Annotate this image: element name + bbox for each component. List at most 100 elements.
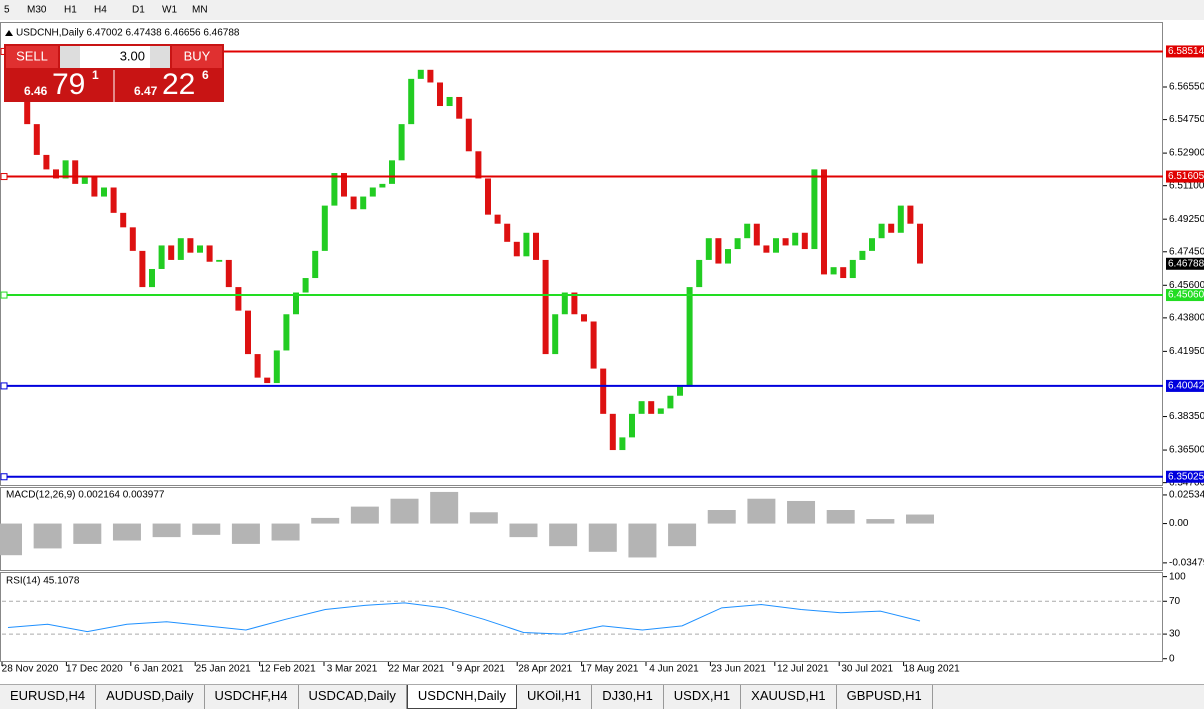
tab[interactable]: GBPUSD,H1 — [837, 685, 933, 709]
candle — [638, 401, 645, 414]
candle — [494, 214, 501, 224]
spin-up[interactable] — [150, 46, 170, 68]
tab[interactable]: EURUSD,H4 — [0, 685, 97, 709]
candle — [465, 118, 472, 152]
candle — [417, 69, 424, 79]
tab[interactable]: USDCNH,Daily — [406, 685, 518, 709]
candle — [782, 238, 789, 246]
y-tick-label: 0.025342 — [1169, 490, 1204, 501]
histogram-bar — [509, 523, 538, 538]
candle — [187, 238, 194, 253]
tab[interactable]: DJ30,H1 — [592, 685, 664, 709]
bid-pips: 79 — [52, 68, 85, 101]
candle — [763, 245, 770, 253]
timeframe-button[interactable]: 5 — [4, 5, 10, 16]
timeframe-button[interactable]: MN — [192, 5, 208, 16]
histogram-bar — [231, 523, 260, 544]
histogram-bar — [787, 500, 816, 524]
candle — [177, 238, 184, 260]
panel-title: MACD(12,26,9) 0.002164 0.003977 — [6, 490, 165, 501]
buy-label[interactable]: BUY — [184, 48, 211, 63]
candle — [696, 259, 703, 288]
candle — [53, 169, 59, 179]
sell-button[interactable] — [6, 46, 58, 68]
candle — [475, 151, 482, 179]
candle — [811, 169, 818, 250]
candle — [917, 223, 923, 264]
tab[interactable]: USDCAD,Daily — [299, 685, 407, 709]
y-tick-label: 6.38350 — [1169, 411, 1204, 422]
candle — [62, 160, 69, 179]
candle — [859, 250, 866, 260]
toolbar — [0, 0, 1204, 20]
candle — [830, 267, 837, 275]
candle — [725, 249, 731, 264]
histogram-bar — [469, 512, 498, 524]
timeframe-button[interactable]: W1 — [162, 5, 177, 16]
histogram-bar — [906, 514, 934, 524]
timeframe-button[interactable]: H4 — [94, 5, 107, 16]
candle — [907, 205, 914, 224]
level-tag — [1166, 45, 1204, 58]
candle — [283, 314, 290, 351]
panel-title: RSI(14) 45.1078 — [6, 576, 80, 587]
x-tick-label: 23 Jun 2021 — [711, 664, 766, 675]
tab[interactable]: UKOil,H1 — [517, 685, 593, 709]
lots-input[interactable] — [60, 46, 170, 68]
candle — [552, 314, 559, 355]
candle — [245, 310, 251, 355]
candle — [523, 232, 530, 257]
candle — [168, 245, 175, 260]
timeframe-button[interactable]: D1 — [132, 5, 145, 16]
tab[interactable]: AUDUSD,Daily — [96, 685, 205, 709]
ask-pips: 22 — [162, 68, 195, 101]
level-label: 6.58514 — [1168, 46, 1204, 57]
level-label: 6.35025 — [1168, 471, 1204, 482]
tab[interactable]: USDCHF,H4 — [205, 685, 299, 709]
y-tick-label: 6.49250 — [1169, 214, 1204, 225]
candle — [897, 205, 904, 233]
chart-header: USDCNH,Daily 6.47002 6.47438 6.46656 6.4… — [16, 28, 240, 39]
candle — [513, 241, 520, 257]
sell-label[interactable]: SELL — [16, 48, 48, 63]
candle — [254, 354, 261, 378]
x-tick-label: 30 Jul 2021 — [841, 664, 893, 675]
candle — [792, 232, 799, 246]
histogram-bar — [112, 523, 141, 541]
level-tag — [1166, 289, 1204, 302]
tab[interactable]: XAUUSD,H1 — [741, 685, 837, 709]
y-tick-label: 6.56550 — [1169, 82, 1204, 93]
candle — [139, 250, 146, 288]
y-tick-label: 6.36500 — [1169, 445, 1204, 456]
spin-down[interactable] — [60, 46, 80, 68]
candle — [216, 259, 223, 262]
candle — [350, 196, 357, 210]
y-tick-label: 6.43800 — [1169, 313, 1204, 324]
rsi-line — [7, 602, 921, 635]
level-marker — [0, 291, 8, 299]
candle — [312, 250, 319, 279]
candle — [485, 178, 491, 215]
candle — [341, 173, 347, 197]
candle — [321, 205, 328, 251]
candle — [91, 176, 98, 197]
histogram-bar — [73, 523, 102, 544]
buy-button[interactable] — [172, 46, 222, 68]
timeframe-button[interactable]: H1 — [64, 5, 77, 16]
candle — [264, 377, 271, 384]
tab[interactable]: USDX,H1 — [664, 685, 742, 709]
x-tick-label: 25 Jan 2021 — [196, 664, 251, 675]
candle — [840, 267, 847, 279]
last-price-label: 6.46788 — [1168, 258, 1204, 269]
candle — [446, 96, 453, 107]
histogram-bar — [33, 523, 62, 549]
candle — [773, 238, 779, 253]
candle — [571, 292, 578, 315]
candle — [158, 245, 165, 269]
histogram-bar — [826, 510, 855, 524]
candle — [43, 154, 50, 170]
lots-value[interactable]: 3.00 — [120, 48, 145, 63]
x-tick-label: 6 Jan 2021 — [134, 664, 184, 675]
candle — [72, 160, 79, 184]
timeframe-button[interactable]: M30 — [27, 5, 47, 16]
